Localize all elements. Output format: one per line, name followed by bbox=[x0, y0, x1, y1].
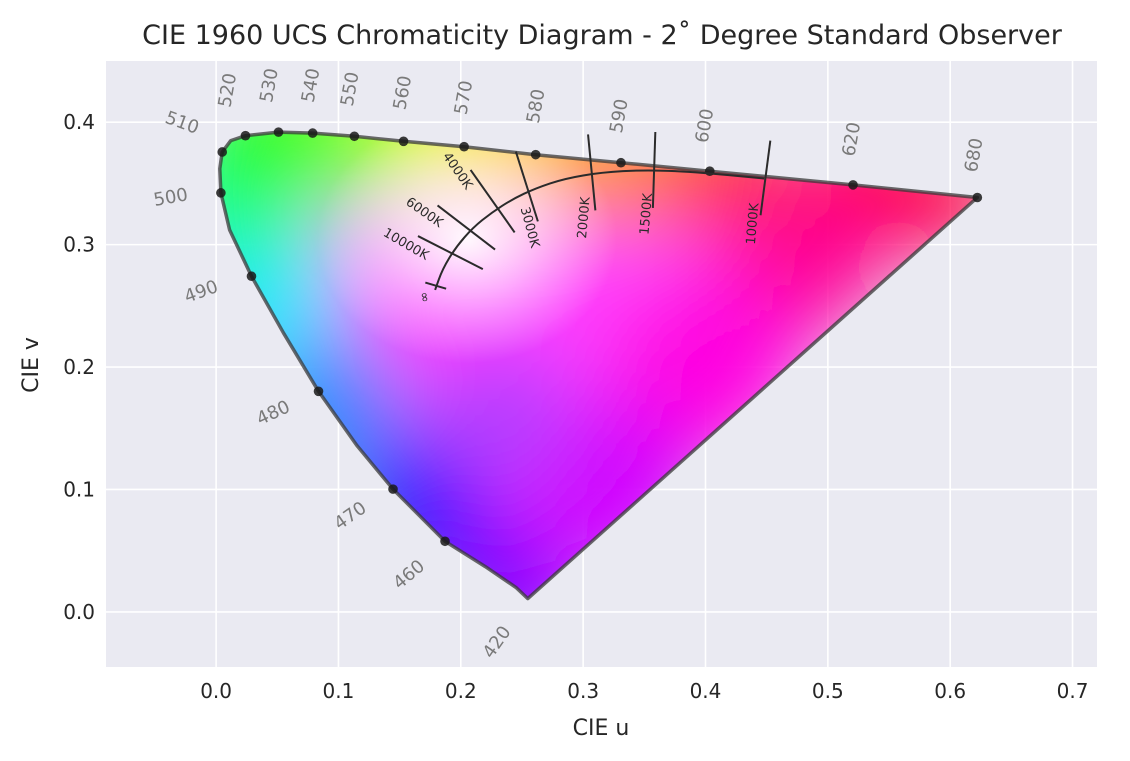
cct-isotherm-line bbox=[759, 140, 772, 216]
wavelength-marker bbox=[440, 536, 450, 547]
y-tick-label: 0.1 bbox=[63, 477, 95, 501]
wavelength-marker bbox=[216, 188, 226, 198]
cct-label: 1500K bbox=[637, 192, 656, 235]
wavelength-marker bbox=[459, 141, 469, 152]
x-tick-label: 0.7 bbox=[1057, 679, 1089, 703]
x-tick-label: 0.0 bbox=[200, 679, 232, 703]
planckian-locus bbox=[434, 169, 765, 291]
cct-isotherm-line bbox=[587, 134, 597, 211]
wavelength-marker bbox=[273, 127, 284, 137]
y-tick-label: 0.4 bbox=[63, 110, 95, 134]
wavelength-markers bbox=[216, 127, 983, 547]
cct-isotherm-line bbox=[425, 281, 447, 290]
wavelength-marker bbox=[388, 484, 398, 494]
spectral-locus-line bbox=[218, 130, 980, 601]
wavelength-marker bbox=[848, 180, 858, 190]
wavelength-marker bbox=[246, 271, 257, 282]
wavelength-marker bbox=[349, 131, 360, 142]
fill-blob bbox=[427, 346, 568, 487]
cct-isotherm-line bbox=[417, 235, 484, 271]
x-tick-label: 0.1 bbox=[323, 679, 355, 703]
chart-title: CIE 1960 UCS Chromaticity Diagram - 2˚ D… bbox=[142, 20, 1063, 51]
x-tick-label: 0.4 bbox=[690, 679, 722, 703]
wavelength-marker bbox=[972, 192, 983, 203]
cct-label: 2000K bbox=[575, 196, 594, 239]
cct-isotherm-line bbox=[436, 204, 496, 251]
cct-label: ∞ bbox=[416, 291, 433, 304]
x-axis-label: CIE u bbox=[573, 716, 630, 741]
cct-isotherm-line bbox=[514, 151, 539, 222]
wavelength-marker bbox=[217, 147, 228, 157]
x-axis-ticks: 0.0 0.1 0.2 0.3 0.4 0.5 0.6 0.7 bbox=[200, 679, 1088, 703]
x-tick-label: 0.5 bbox=[812, 679, 844, 703]
cct-isotherm-line bbox=[651, 131, 657, 208]
y-axis-ticks: 0.0 0.1 0.2 0.3 0.4 bbox=[63, 110, 95, 624]
wavelength-marker bbox=[307, 128, 318, 138]
wavelength-marker bbox=[398, 136, 409, 147]
x-tick-label: 0.6 bbox=[934, 679, 966, 703]
y-tick-label: 0.0 bbox=[63, 600, 95, 624]
y-tick-label: 0.2 bbox=[63, 355, 95, 379]
wavelength-marker bbox=[530, 149, 541, 160]
x-tick-label: 0.3 bbox=[567, 679, 599, 703]
cct-isotherm-line bbox=[469, 169, 516, 233]
cct-label: 1000K bbox=[744, 202, 763, 245]
wavelength-marker bbox=[240, 130, 251, 141]
wavelength-marker bbox=[313, 386, 324, 397]
y-tick-label: 0.3 bbox=[63, 233, 95, 257]
y-axis-label: CIE v bbox=[19, 337, 44, 393]
x-tick-label: 0.2 bbox=[445, 679, 477, 703]
wavelength-marker bbox=[616, 157, 626, 168]
